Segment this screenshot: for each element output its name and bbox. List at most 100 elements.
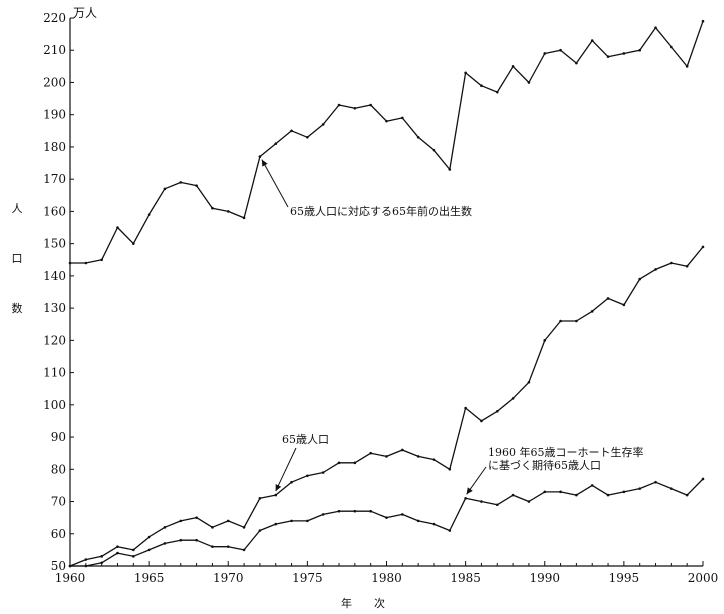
data-point — [242, 548, 246, 552]
data-point — [622, 52, 626, 55]
annotation-arrow-head — [466, 487, 473, 495]
annotation-arrow-head — [261, 159, 268, 167]
y-unit-label: 万人 — [73, 6, 97, 20]
data-point — [274, 142, 278, 146]
x-axis-ticks: 1960 1965 1970 1975 1980 1985 1990 1995 2000 — [55, 561, 718, 585]
data-point — [242, 216, 246, 220]
data-point — [226, 519, 230, 523]
x-tick-label: 1980 — [371, 571, 402, 585]
data-point — [590, 310, 594, 313]
data-point — [622, 490, 626, 494]
data-point — [369, 103, 372, 107]
data-point — [258, 497, 262, 500]
data-point — [147, 535, 151, 539]
annotation-layer: 65歳人口に対応する65年前の出生数 65歳人口 1960 年65歳コーホート生存率… — [261, 159, 644, 495]
y-tick-label: 210 — [43, 43, 66, 57]
data-point — [670, 487, 673, 490]
data-point — [670, 45, 673, 49]
data-point — [100, 555, 103, 558]
data-point — [401, 448, 404, 452]
data-point — [274, 522, 278, 526]
data-point — [163, 526, 167, 529]
y-tick-label: 120 — [43, 333, 66, 347]
data-point — [132, 555, 135, 558]
data-point — [654, 26, 657, 29]
data-point — [195, 538, 198, 542]
data-point — [242, 526, 246, 529]
y-tick-label: 90 — [51, 430, 66, 444]
y-tick-label: 160 — [43, 204, 66, 218]
data-point — [84, 564, 88, 568]
data-point — [369, 509, 372, 513]
annotation-birth-series: 65歳人口に対応する65年前の出生数 — [290, 204, 472, 218]
y-tick-label: 190 — [43, 108, 66, 122]
data-point — [638, 487, 641, 490]
data-point — [401, 513, 404, 516]
data-point — [511, 397, 515, 400]
y-tick-label: 180 — [43, 140, 66, 154]
data-point — [353, 461, 357, 465]
data-point — [638, 277, 641, 281]
y-axis-label-char-3: 数 — [12, 302, 23, 315]
data-point — [353, 509, 357, 513]
data-point — [306, 135, 309, 139]
data-point — [369, 451, 372, 455]
data-point — [448, 168, 452, 171]
data-point — [464, 497, 467, 500]
data-point — [480, 500, 483, 503]
data-point — [306, 519, 309, 523]
data-point — [163, 187, 167, 191]
data-point — [195, 516, 198, 519]
data-point — [559, 319, 562, 323]
data-point — [385, 455, 388, 458]
data-point — [527, 81, 531, 84]
annotation-arrow-head — [275, 484, 282, 492]
data-point — [179, 519, 183, 523]
data-point — [416, 519, 420, 523]
series-line-3 — [70, 478, 704, 567]
x-tick-label: 1990 — [529, 571, 560, 585]
data-point — [290, 519, 293, 523]
data-point — [527, 380, 531, 384]
x-tick-label: 1985 — [450, 571, 481, 585]
y-axis-label-char-1: 人 — [12, 202, 23, 215]
data-point — [274, 493, 278, 497]
annotation-arrow-line — [261, 159, 289, 208]
data-point — [606, 55, 610, 58]
data-point — [559, 48, 562, 52]
x-tick-label: 1970 — [213, 571, 244, 585]
data-point — [511, 493, 515, 497]
annotation-expected-series-line1: 1960 年65歳コーホート生存率 — [488, 445, 644, 459]
data-point — [575, 493, 578, 497]
x-tick-label: 1975 — [292, 571, 323, 585]
data-point — [606, 493, 610, 497]
data-point — [670, 261, 673, 265]
y-tick-label: 60 — [51, 527, 66, 541]
data-point — [622, 303, 626, 307]
data-point — [132, 548, 135, 552]
data-point — [495, 503, 499, 507]
y-tick-label: 110 — [43, 366, 66, 380]
data-point — [116, 551, 119, 555]
y-tick-label: 70 — [51, 495, 66, 509]
annotation-elderly-series: 65歳人口 — [282, 433, 329, 446]
data-point — [337, 461, 341, 465]
data-point — [685, 264, 689, 268]
y-tick-label: 170 — [43, 172, 66, 186]
data-point — [685, 493, 689, 497]
data-point — [606, 297, 610, 300]
data-point — [432, 458, 436, 461]
data-point — [290, 480, 293, 484]
data-point — [654, 480, 657, 484]
data-point — [416, 135, 420, 139]
data-point — [290, 129, 293, 133]
data-point — [258, 529, 262, 532]
data-point — [448, 529, 452, 532]
data-point — [179, 538, 183, 542]
data-point — [448, 467, 452, 471]
data-point — [306, 474, 309, 478]
data-point — [543, 490, 547, 494]
data-point — [100, 258, 103, 262]
data-point — [179, 181, 183, 184]
